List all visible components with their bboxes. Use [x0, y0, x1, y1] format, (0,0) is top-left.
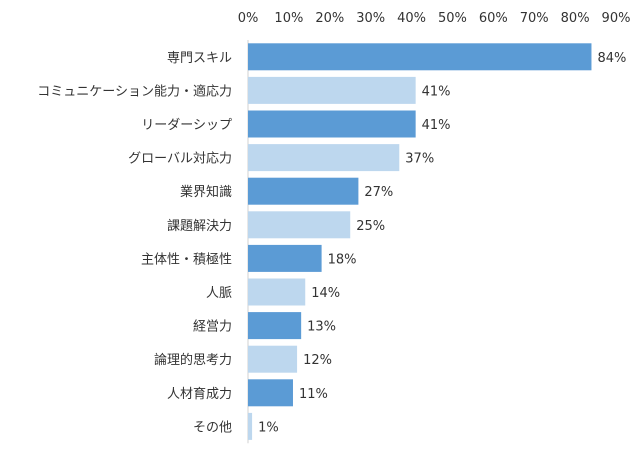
- x-tick-label: 90%: [602, 11, 631, 26]
- data-label: 84%: [597, 51, 626, 66]
- bar: [248, 412, 253, 440]
- x-tick-label: 70%: [520, 11, 549, 26]
- data-label: 27%: [364, 185, 393, 200]
- bars: [248, 43, 592, 440]
- bar: [248, 312, 302, 340]
- bar: [248, 76, 416, 104]
- category-label: グローバル対応力: [128, 152, 232, 167]
- data-label: 14%: [311, 286, 340, 301]
- category-label: リーダーシップ: [141, 118, 232, 133]
- data-labels: 84% 41% 41% 37% 27% 25% 18% 14% 13% 12% 11% 1%: [258, 51, 626, 436]
- x-tick-label: 20%: [315, 11, 344, 26]
- x-tick-label: 0%: [238, 11, 259, 26]
- data-label: 1%: [258, 420, 279, 435]
- x-tick-label: 30%: [356, 11, 385, 26]
- x-tick-label: 50%: [438, 11, 467, 26]
- x-tick-label: 40%: [397, 11, 426, 26]
- x-tick-label: 10%: [274, 11, 303, 26]
- bar: [248, 110, 416, 138]
- category-labels: 専門スキルコミュニケーション能力・適応力リーダーシップグローバル対応力業界知識課…: [37, 51, 232, 436]
- bar: [248, 43, 592, 71]
- category-label: 経営力: [193, 320, 232, 335]
- category-label: その他: [193, 420, 232, 435]
- category-label: 論理的思考力: [154, 352, 232, 368]
- bar: [248, 278, 306, 306]
- data-label: 13%: [307, 320, 336, 335]
- category-label: コミュニケーション能力・適応力: [37, 83, 232, 99]
- category-label: 主体性・積極性: [141, 251, 232, 267]
- category-label: 課題解決力: [167, 218, 232, 234]
- x-tick-label: 80%: [561, 11, 590, 26]
- data-label: 41%: [422, 84, 451, 99]
- category-label: 業界知識: [180, 184, 232, 200]
- bar: [248, 177, 359, 205]
- data-label: 12%: [303, 353, 332, 368]
- bar: [248, 379, 293, 407]
- data-label: 18%: [328, 252, 357, 267]
- x-tick-label: 60%: [479, 11, 508, 26]
- data-label: 41%: [422, 118, 451, 133]
- x-axis-ticks: 0% 10% 20% 30% 40% 50% 60% 70% 80% 90%: [238, 11, 631, 26]
- category-label: 人材育成力: [167, 386, 232, 402]
- data-label: 11%: [299, 387, 328, 402]
- bar: [248, 345, 298, 373]
- category-label: 専門スキル: [167, 51, 232, 66]
- category-label: 人脈: [206, 286, 232, 301]
- bar: [248, 211, 351, 239]
- data-label: 25%: [356, 219, 385, 234]
- bar: [248, 144, 400, 172]
- data-label: 37%: [405, 152, 434, 167]
- bar: [248, 244, 322, 272]
